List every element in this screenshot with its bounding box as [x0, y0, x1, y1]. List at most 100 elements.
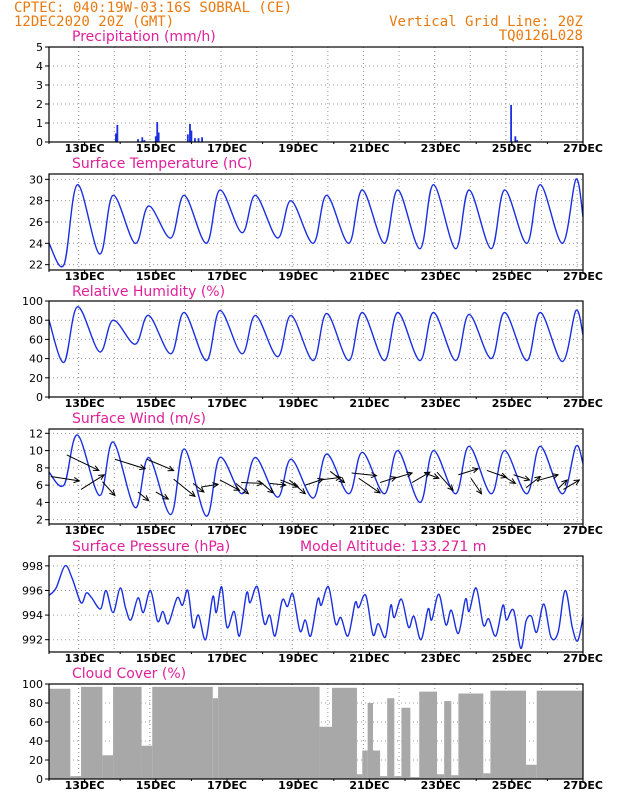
wind-arrow — [379, 476, 397, 484]
precipitation-bar — [197, 138, 200, 142]
precipitation-bar — [154, 136, 157, 142]
wind-arrow — [80, 474, 105, 490]
cloud-cover-area — [218, 686, 320, 779]
x-tick-label: 15DEC — [136, 142, 176, 155]
x-tick-label: 15DEC — [136, 270, 176, 283]
wind-arrow-head — [109, 489, 116, 497]
x-tick-label: 17DEC — [207, 524, 247, 537]
y-tick-label: 0 — [36, 391, 43, 404]
precipitation-bar — [194, 138, 196, 142]
wind-arrow — [192, 483, 205, 493]
wind-arrow — [500, 474, 516, 484]
wind-arrow-head — [573, 479, 581, 486]
precipitation-bar — [186, 134, 189, 142]
x-tick-label: 21DEC — [349, 524, 389, 537]
x-tick-label: 27DEC — [563, 270, 603, 283]
x-tick-label: 25DEC — [492, 524, 532, 537]
wind-arrow-head — [423, 471, 431, 478]
x-tick-label: 15DEC — [136, 652, 176, 665]
x-tick-label: 13DEC — [65, 397, 105, 410]
x-tick-label: 23DEC — [421, 397, 461, 410]
cloud-cover-area — [362, 750, 368, 779]
precipitation-panel: Precipitation (mm/h) 0 1 2 3 4 5 13DEC 15DEC 17D… — [36, 29, 603, 155]
y-tick-label: 1 — [36, 117, 43, 130]
wind-arrow — [424, 472, 439, 479]
y-tick-label: 80 — [29, 697, 43, 710]
wind-arrow-head — [406, 471, 414, 478]
wind-arrow-head — [552, 473, 560, 480]
wind-arrow — [563, 479, 580, 490]
wind-arrow-head — [509, 478, 517, 485]
wind-arrow — [470, 477, 482, 495]
panel-frame — [48, 555, 584, 653]
cloud-cover-area — [372, 750, 381, 779]
cloud-cover-area — [526, 764, 537, 779]
wind-arrow — [319, 476, 341, 481]
x-tick-label: 17DEC — [207, 779, 247, 792]
y-tick-label: 8 — [36, 462, 43, 475]
y-tick-label: 998 — [22, 560, 43, 573]
x-tick-label: 21DEC — [349, 397, 389, 410]
wind-arrow-head — [279, 481, 287, 488]
wind-arrow — [202, 483, 219, 488]
panel-frame — [48, 683, 584, 780]
y-tick-label: 26 — [29, 216, 43, 229]
x-tick-label: 15DEC — [136, 524, 176, 537]
wind-arrow-head — [98, 474, 106, 481]
cloud-cover-area — [332, 687, 357, 779]
x-tick-label: 17DEC — [207, 397, 247, 410]
header-model-code: TQ0126L028 — [499, 28, 583, 44]
y-tick-label: 2 — [36, 514, 43, 527]
wind-arrow-head — [299, 488, 307, 495]
x-tick-label: 13DEC — [65, 652, 105, 665]
wind-arrow — [513, 474, 530, 481]
x-tick-label: 21DEC — [349, 142, 389, 155]
precipitation-bar — [115, 133, 117, 142]
cloud-cover-area — [49, 688, 71, 779]
y-tick-label: 0 — [36, 773, 43, 786]
wind-arrow-head — [162, 493, 170, 500]
y-tick-label: 10 — [29, 445, 43, 458]
x-tick-label: 27DEC — [563, 779, 603, 792]
x-tick-label: 19DEC — [278, 397, 318, 410]
wind-arrow-head — [370, 472, 378, 479]
precipitation-bar — [156, 122, 159, 142]
x-tick-label: 13DEC — [65, 779, 105, 792]
cloud-cover-area — [394, 776, 402, 779]
wind-arrow — [288, 479, 306, 495]
y-tick-label: 60 — [29, 333, 43, 346]
y-tick-label: 0 — [36, 136, 43, 149]
x-tick-label: 19DEC — [278, 270, 318, 283]
surface-temperature-title: Surface Temperature (nC) — [72, 156, 253, 172]
x-tick-label: 17DEC — [207, 652, 247, 665]
wind-arrow-head — [188, 490, 196, 498]
y-tick-label: 24 — [29, 237, 43, 250]
x-tick-label: 23DEC — [421, 270, 461, 283]
y-tick-label: 4 — [36, 60, 43, 73]
x-tick-label: 19DEC — [278, 779, 318, 792]
wind-arrow — [173, 478, 196, 497]
x-tick-label: 19DEC — [278, 524, 318, 537]
precipitation-bar — [510, 104, 512, 142]
y-tick-label: 5 — [36, 41, 43, 54]
cloud-cover-area — [490, 690, 527, 779]
wind-arrow — [557, 479, 568, 489]
cloud-cover-area — [536, 690, 583, 779]
surface-pressure-title: Surface Pressure (hPa) — [72, 539, 230, 555]
wind-arrow-head — [267, 487, 275, 494]
y-tick-label: 4 — [36, 496, 43, 509]
surface-wind-panel: Surface Wind (m/s) 2 4 6 8 10 12 13DEC 15DEC 17D… — [29, 411, 603, 537]
x-tick-label: 25DEC — [492, 270, 532, 283]
panel-frame — [48, 300, 584, 398]
cloud-cover-area — [419, 691, 438, 779]
y-tick-label: 80 — [29, 314, 43, 327]
wind-arrow — [525, 476, 541, 489]
cloud-cover-area — [401, 707, 411, 779]
cloud-cover-area — [113, 686, 142, 779]
wind-arrow-head — [500, 472, 508, 479]
cloud-cover-area — [458, 693, 484, 779]
wind-arrow-head — [73, 476, 81, 484]
cloud-cover-area — [141, 745, 153, 779]
wind-arrow — [235, 483, 249, 495]
wind-arrow-head — [561, 479, 568, 486]
